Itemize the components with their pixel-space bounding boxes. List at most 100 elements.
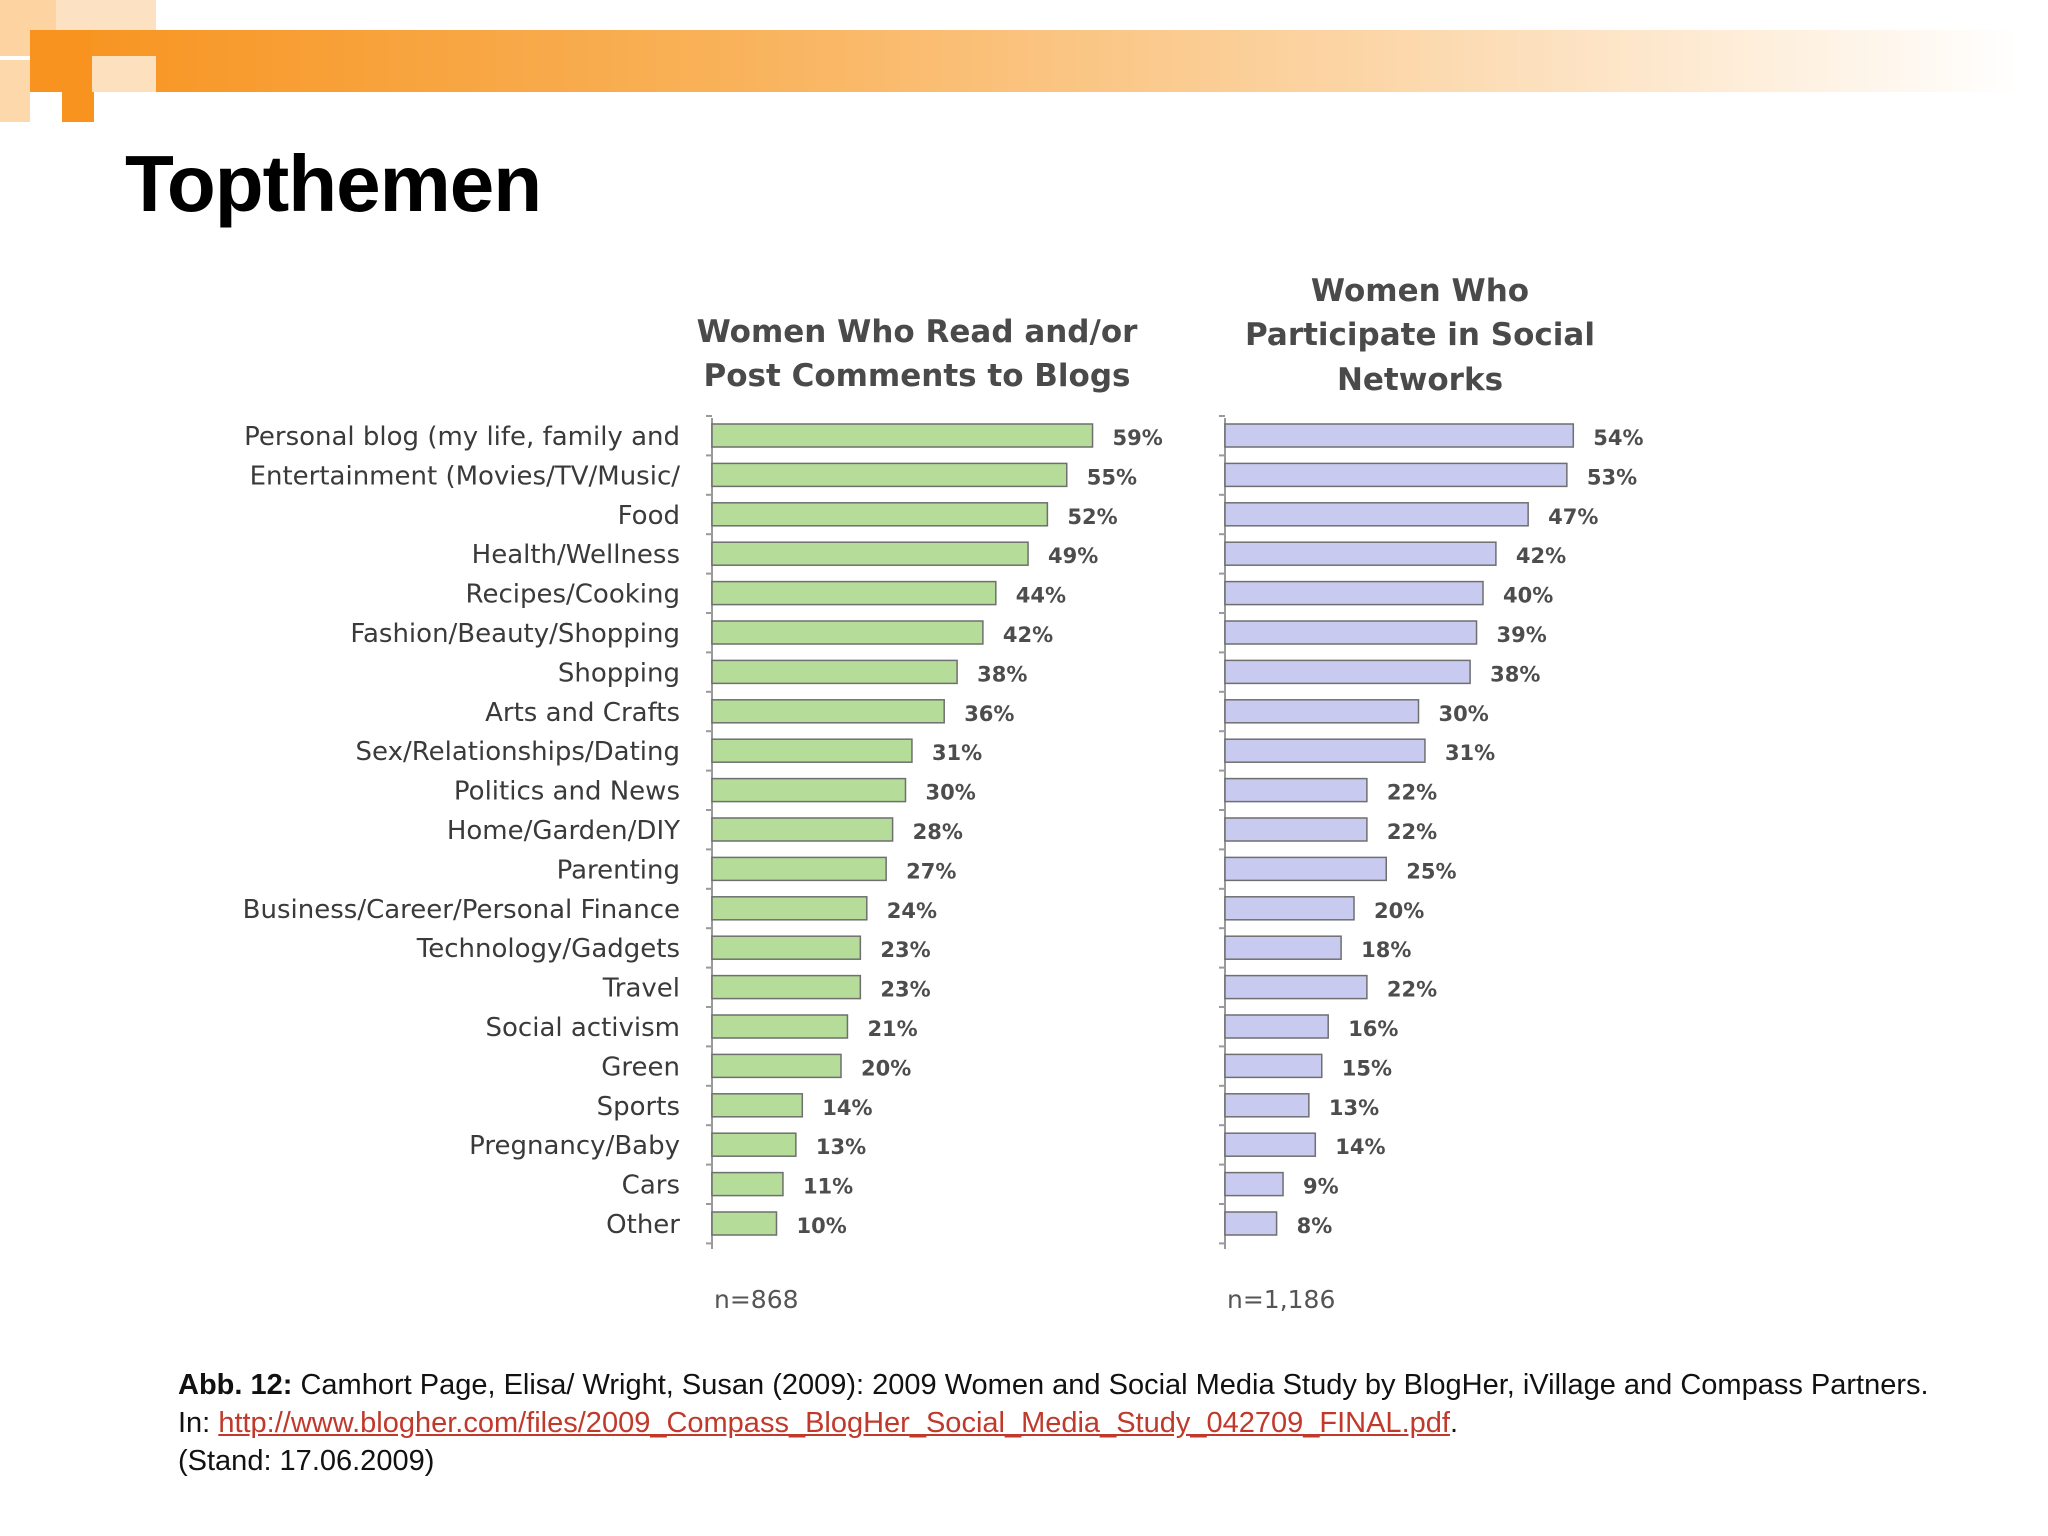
bar: [1224, 896, 1355, 921]
category-label: Technology/Gadgets: [416, 934, 680, 964]
bar: [711, 423, 1094, 448]
bar: [711, 856, 887, 882]
data-label: 31%: [1445, 741, 1495, 765]
category-label: Other: [606, 1210, 680, 1240]
bar: [1224, 659, 1471, 685]
chart-title: Participate in Social: [1245, 317, 1595, 353]
caption-date: (Stand: 17.06.2009): [178, 1445, 435, 1477]
data-label: 24%: [887, 899, 937, 923]
category-label: Travel: [602, 974, 680, 1004]
data-label: 22%: [1387, 781, 1437, 805]
data-label: 25%: [1406, 859, 1456, 883]
bar: [711, 935, 862, 960]
bar: [711, 777, 907, 803]
bar: [711, 541, 1029, 566]
figure-caption: Abb. 12: Camhort Page, Elisa/ Wright, Su…: [178, 1366, 1938, 1480]
category-label: Social activism: [486, 1013, 680, 1043]
data-label: 52%: [1067, 505, 1117, 529]
chart-title: Women Who: [1311, 273, 1529, 309]
data-label: 10%: [797, 1214, 847, 1238]
bar-charts: Women Who Read and/or Post Comments to Bl…: [243, 273, 1644, 1314]
bar: [1224, 738, 1426, 763]
bar: [1224, 1093, 1310, 1118]
bar: [711, 1053, 842, 1079]
category-label: Shopping: [558, 658, 680, 688]
bar: [1224, 1171, 1284, 1197]
category-label: Food: [618, 501, 680, 531]
data-label: 8%: [1297, 1214, 1333, 1238]
data-label: 36%: [964, 702, 1014, 726]
bar: [1224, 462, 1568, 488]
bar: [1224, 935, 1342, 960]
bar: [1224, 777, 1368, 803]
bar: [1224, 817, 1368, 842]
bar: [1224, 580, 1484, 606]
bar: [1224, 620, 1478, 645]
category-label: Personal blog (my life, family and: [244, 422, 680, 452]
data-label: 18%: [1361, 938, 1411, 962]
data-label: 13%: [816, 1135, 866, 1159]
bar: [711, 620, 984, 645]
bar: [711, 1132, 797, 1157]
caption-end: .: [1449, 1407, 1458, 1439]
data-label: 20%: [1374, 899, 1424, 923]
bar: [711, 1014, 849, 1039]
bar: [1224, 1053, 1323, 1079]
data-label: 23%: [880, 938, 930, 962]
category-label: Green: [601, 1052, 680, 1082]
decor-square: [92, 56, 156, 92]
category-label: Entertainment (Movies/TV/Music/: [250, 461, 681, 491]
category-label: Cars: [622, 1171, 680, 1201]
data-label: 42%: [1516, 544, 1566, 568]
bar: [1224, 502, 1529, 527]
bar: [711, 462, 1068, 488]
chart-title: Women Who Read and/or: [697, 314, 1139, 350]
decor-square: [30, 30, 92, 92]
category-label: Home/Garden/DIY: [447, 816, 680, 846]
data-label: 14%: [822, 1096, 872, 1120]
data-label: 53%: [1587, 465, 1637, 489]
data-label: 42%: [1003, 623, 1053, 647]
bar: [711, 817, 894, 842]
bar: [711, 738, 913, 763]
bar: [1224, 1014, 1329, 1039]
sample-size: n=868: [714, 1285, 799, 1314]
data-label: 14%: [1335, 1135, 1385, 1159]
data-label: 27%: [906, 859, 956, 883]
chart-title: Post Comments to Blogs: [704, 358, 1131, 394]
data-label: 13%: [1329, 1096, 1379, 1120]
bar: [1224, 699, 1420, 724]
data-label: 49%: [1048, 544, 1098, 568]
bar: [711, 699, 945, 724]
category-label: Politics and News: [454, 777, 680, 807]
bar: [711, 1093, 804, 1118]
bar: [1224, 1132, 1317, 1157]
category-label: Arts and Crafts: [485, 698, 680, 728]
caption-text: Camhort Page, Elisa/ Wright, Susan (2009…: [178, 1369, 1929, 1439]
category-label: Parenting: [557, 855, 680, 885]
data-label: 20%: [861, 1056, 911, 1080]
category-label: Sex/Relationships/Dating: [356, 737, 680, 767]
bar: [711, 502, 1049, 527]
data-label: 40%: [1503, 584, 1553, 608]
bar: [711, 896, 868, 921]
bar: [711, 659, 958, 685]
bar: [711, 1211, 778, 1236]
data-label: 55%: [1087, 465, 1137, 489]
data-label: 54%: [1593, 426, 1643, 450]
category-label: Business/Career/Personal Finance: [243, 895, 680, 925]
data-label: 47%: [1548, 505, 1598, 529]
data-label: 31%: [932, 741, 982, 765]
bar: [1224, 974, 1368, 1000]
chart-title: Networks: [1337, 362, 1503, 398]
source-link[interactable]: http://www.blogher.com/files/2009_Compas…: [218, 1407, 1450, 1439]
decor-square: [0, 60, 30, 122]
category-label: Fashion/Beauty/Shopping: [350, 619, 680, 649]
data-label: 39%: [1497, 623, 1547, 647]
category-label: Recipes/Cooking: [466, 580, 680, 610]
data-label: 15%: [1342, 1056, 1392, 1080]
caption-label: Abb. 12:: [178, 1369, 293, 1401]
bar: [1224, 541, 1497, 566]
data-label: 38%: [1490, 662, 1540, 686]
bar: [711, 974, 862, 1000]
